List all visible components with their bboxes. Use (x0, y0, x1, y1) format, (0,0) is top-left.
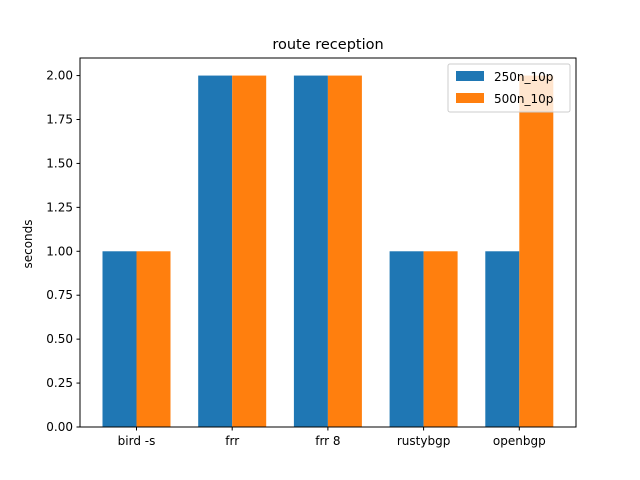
bar-250n_10p-bird-s (102, 251, 137, 427)
y-tick-label: 0.25 (46, 376, 73, 390)
y-tick-label: 0.50 (46, 332, 73, 346)
legend: 250n_10p 500n_10p (447, 63, 571, 113)
y-tick-label: 1.25 (46, 200, 73, 214)
y-tick-label: 0.00 (46, 420, 73, 434)
legend-swatch-250n_10p (456, 71, 484, 81)
y-tick-label: 2.00 (46, 69, 73, 83)
y-tick-label: 1.00 (46, 244, 73, 258)
y-tick-label: 1.50 (46, 156, 73, 170)
bar-500n_10p-bird-s (136, 251, 171, 427)
legend-label-500n_10p: 500n_10p (494, 92, 553, 106)
bar-250n_10p-frr-8 (293, 75, 328, 428)
bar-250n_10p-openbgp (485, 251, 520, 427)
bar-500n_10p-frr-8 (327, 75, 362, 428)
y-tick-label: 1.75 (46, 113, 73, 127)
x-tick-label: bird -s (118, 434, 156, 448)
bar-500n_10p-frr (232, 75, 267, 428)
bar-250n_10p-frr (198, 75, 233, 428)
y-axis-title: seconds (21, 219, 35, 268)
x-tick-label: frr 8 (315, 434, 340, 448)
legend-swatch-500n_10p (456, 93, 484, 103)
bars-group (102, 75, 554, 428)
bar-500n_10p-openbgp (519, 75, 554, 428)
bar-250n_10p-rustybgp (389, 251, 424, 427)
x-tick-label: rustybgp (397, 434, 450, 448)
legend-label-250n_10p: 250n_10p (494, 70, 553, 84)
x-tick-label: openbgp (493, 434, 546, 448)
axes-group: 0.00 0.25 0.50 0.75 1.00 1.25 1.50 1.75 2.00 bird… (46, 57, 577, 448)
chart-title: route reception (272, 37, 383, 53)
y-tick-label: 0.75 (46, 288, 73, 302)
bar-500n_10p-rustybgp (423, 251, 458, 427)
x-tick-label: frr (225, 434, 239, 448)
